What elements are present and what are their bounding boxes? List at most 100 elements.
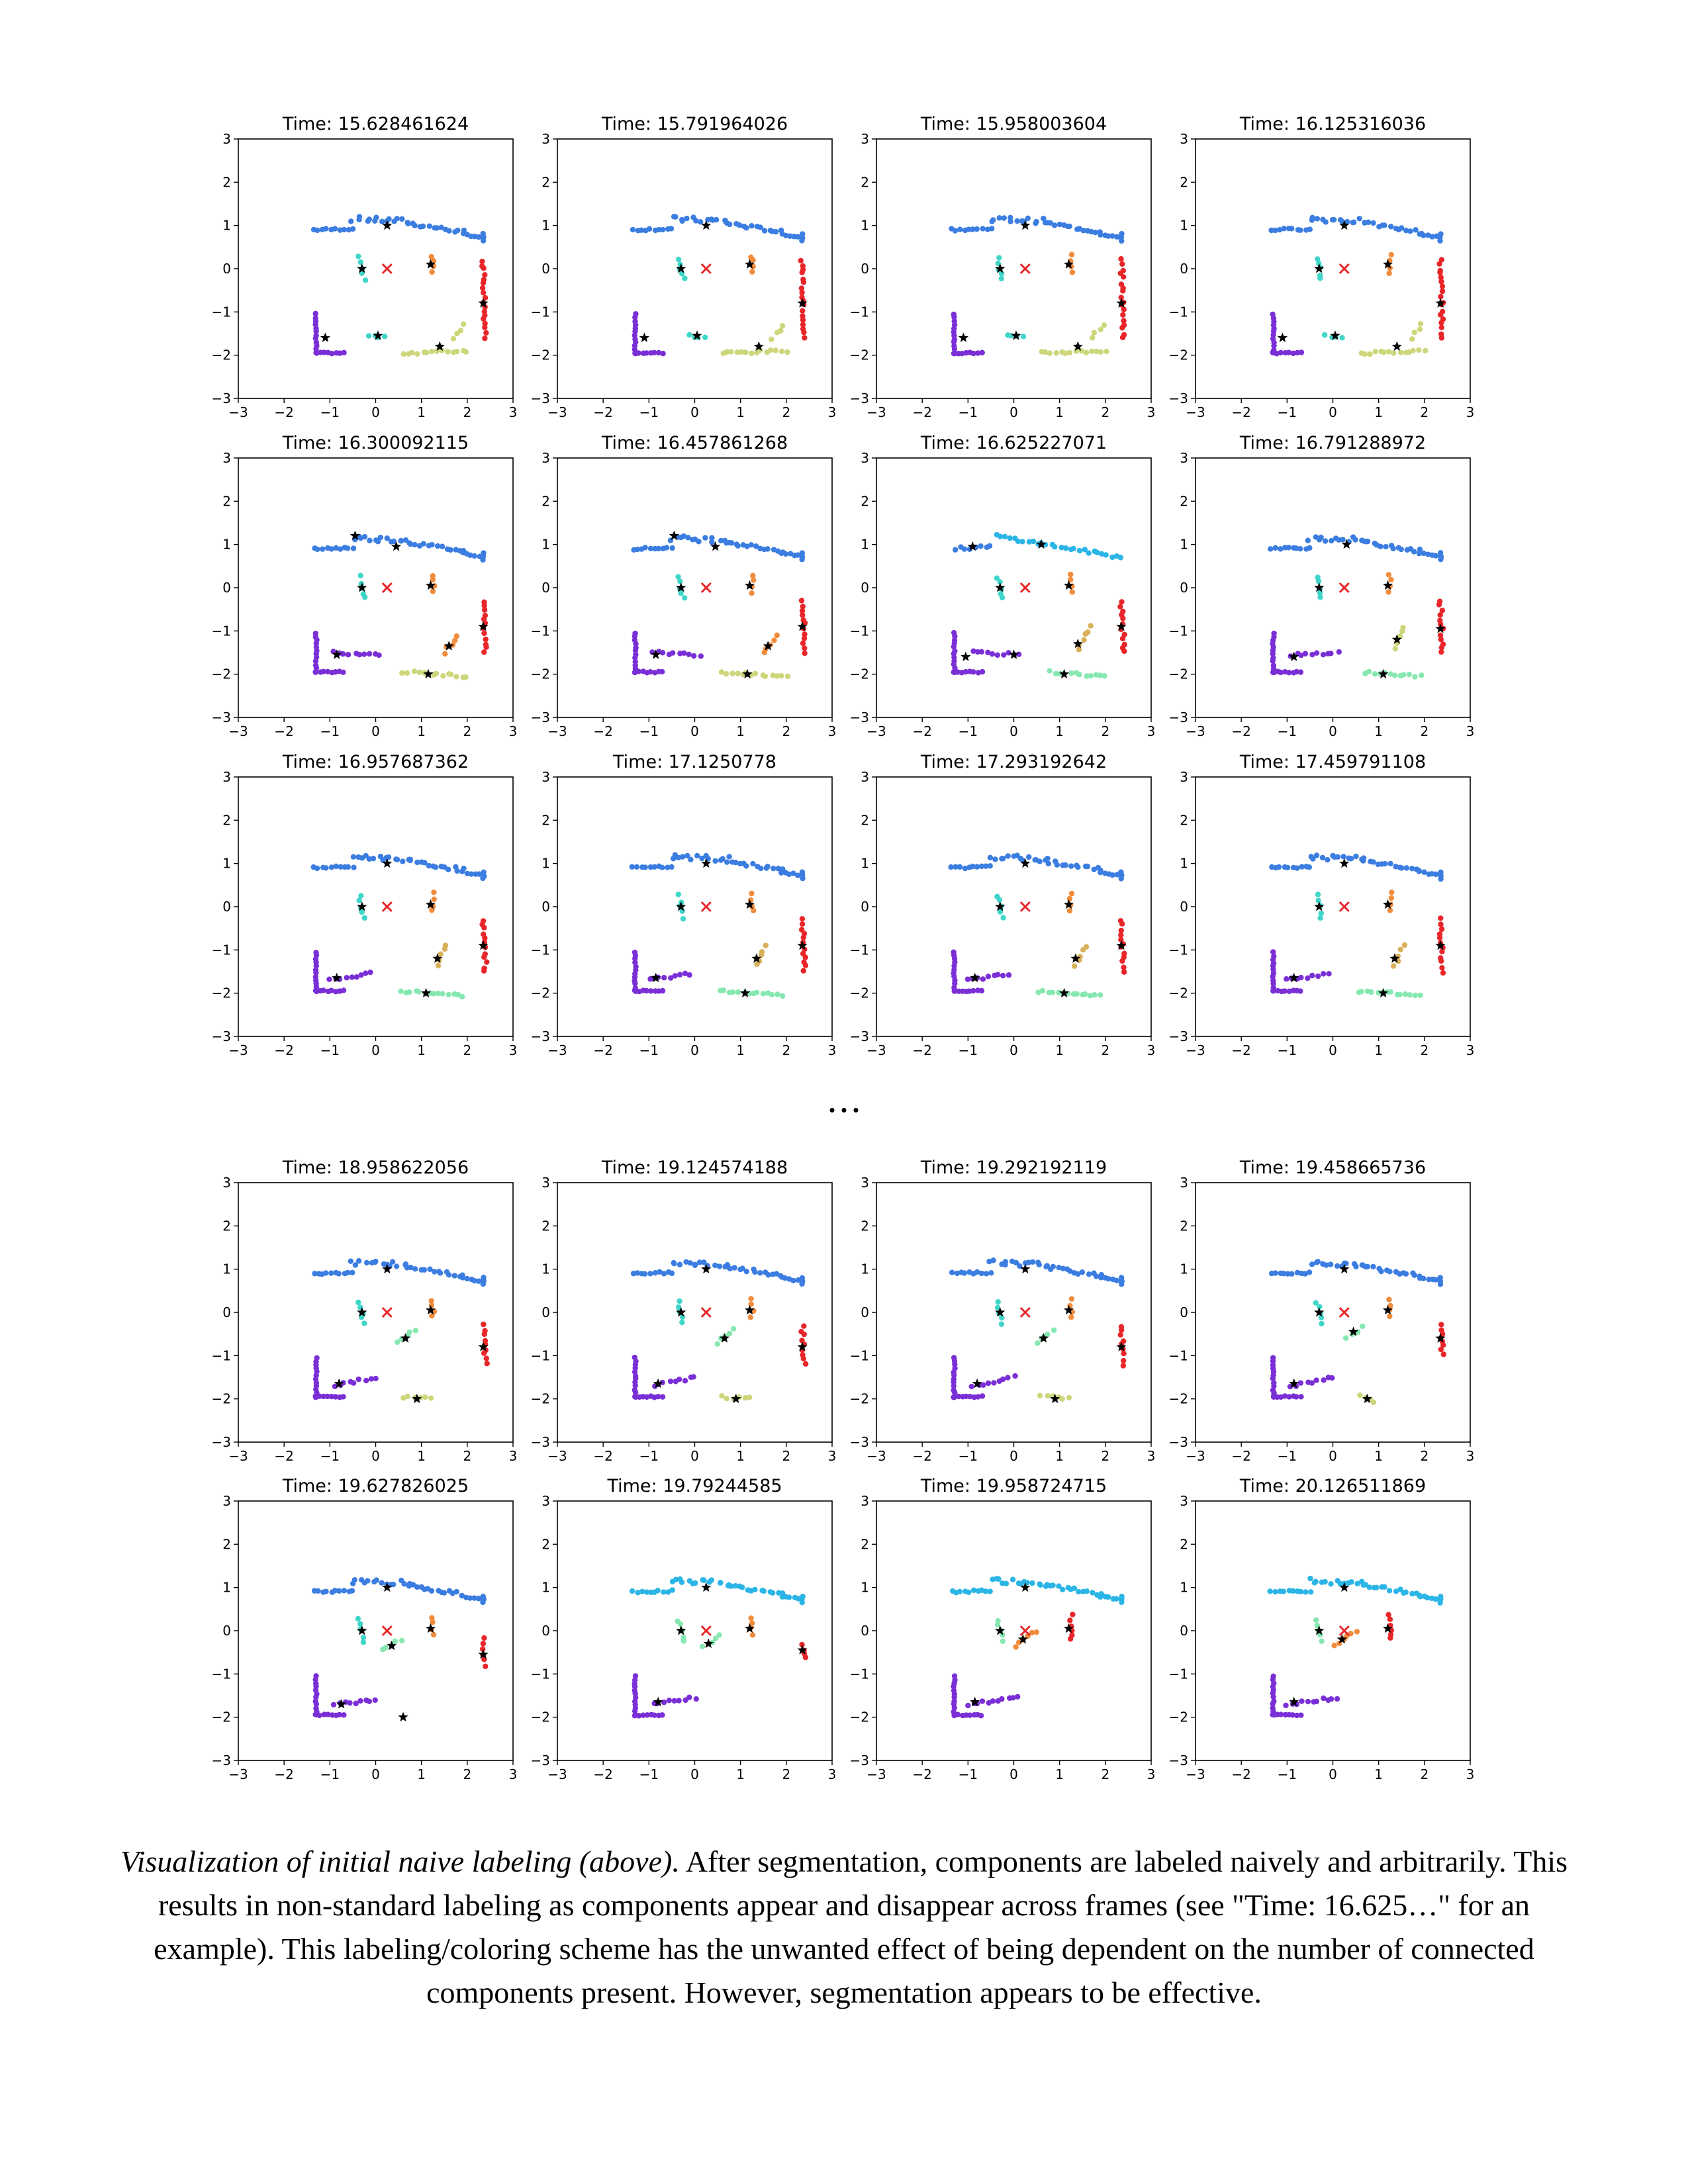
scatter-point [1286, 545, 1291, 551]
y-tick-label: 3 [222, 1493, 231, 1509]
scatter-point [1386, 1588, 1393, 1594]
scatter-point [686, 972, 692, 978]
scatter-point [483, 644, 489, 650]
scatter-point [957, 226, 963, 232]
scatter-point [1439, 288, 1446, 295]
scatter-point [647, 545, 654, 551]
scatter-point [782, 551, 789, 557]
scatter-point [651, 1712, 657, 1718]
scatter-point [1356, 216, 1362, 222]
y-tick-label: −1 [212, 1666, 231, 1682]
scatter-point [1297, 545, 1303, 552]
scatter-point [647, 668, 653, 675]
scatter-point [669, 1270, 675, 1277]
scatter-point [421, 1267, 428, 1273]
scatter-point [720, 987, 727, 993]
scatter-point [1280, 1588, 1287, 1594]
scatter-point [312, 1271, 318, 1277]
scatter-point [1008, 333, 1014, 339]
x-tick-label: 3 [828, 1448, 837, 1464]
scatter-point [441, 1590, 447, 1596]
scatter-point [1068, 890, 1075, 897]
scatter-point [1425, 232, 1431, 238]
scatter-point [1066, 895, 1073, 902]
scatter-point [1358, 988, 1364, 995]
scatter-point [998, 271, 1005, 277]
scatter-point [673, 214, 679, 220]
scatter-point [402, 537, 409, 543]
scatter-point [1380, 349, 1387, 355]
scatter-point [440, 991, 445, 997]
scatter-point [999, 594, 1006, 601]
y-tick-label: −1 [1169, 304, 1188, 320]
scatter-point [675, 854, 681, 861]
scatter-point [315, 1588, 321, 1594]
scatter-point [1297, 1588, 1304, 1595]
panel-title: Time: 17.293192642 [920, 752, 1107, 772]
scatter-point [759, 949, 765, 955]
scatter-point [337, 350, 343, 356]
centroid-star [1341, 539, 1352, 549]
x-tick-label: 0 [1009, 404, 1018, 420]
scatter-point [394, 216, 400, 222]
scatter-point [634, 1270, 641, 1276]
x-tick-label: −2 [1231, 404, 1250, 420]
scatter-point [800, 1355, 807, 1362]
centroid-star [1116, 1342, 1127, 1351]
scatter-point [366, 1698, 373, 1705]
scatter-point [786, 871, 792, 878]
x-tick-label: 3 [1147, 404, 1156, 420]
scatter-point [1389, 889, 1395, 895]
scatter-point [428, 1588, 435, 1594]
y-tick-label: 3 [222, 450, 231, 466]
scatter-point [1299, 1698, 1305, 1704]
scatter-point [479, 258, 485, 265]
centroid-star [753, 341, 764, 351]
y-tick-label: 0 [541, 899, 550, 915]
scatter-point [1089, 335, 1096, 341]
origin-marker [1019, 1625, 1031, 1637]
scatter-point [1370, 859, 1376, 865]
y-tick-label: 0 [541, 261, 550, 277]
x-tick-label: −3 [867, 723, 886, 739]
origin-marker [700, 1306, 712, 1318]
scatter-point [779, 323, 786, 329]
scatter-point [428, 1298, 434, 1304]
scatter-point [1081, 637, 1087, 643]
scatter-point [1360, 858, 1366, 864]
centroid-star [797, 1342, 808, 1351]
scatter-point [1344, 218, 1350, 225]
y-tick-label: 1 [861, 537, 869, 553]
scatter-point [1058, 545, 1064, 551]
caption-body: After segmentation, components are label… [154, 1844, 1568, 2009]
scatter-point [1403, 1271, 1409, 1277]
scatter-point [429, 907, 435, 913]
panel-title: Time: 16.125316036 [1239, 114, 1426, 134]
scatter-point [975, 1394, 981, 1400]
scatter-point [990, 217, 996, 223]
scatter-point [679, 1319, 685, 1326]
x-tick-label: −1 [320, 404, 340, 420]
scatter-point [799, 289, 805, 296]
centroid-star [478, 940, 489, 950]
y-tick-label: 3 [1180, 769, 1188, 785]
scatter-point [655, 545, 661, 552]
y-tick-label: 3 [222, 1175, 231, 1191]
scatter-point [688, 856, 694, 862]
scatter-point [320, 546, 326, 552]
scatter-point [742, 1394, 749, 1401]
scatter-point [336, 1588, 342, 1594]
scatter-point [399, 1637, 405, 1644]
scatter-point [1378, 543, 1383, 549]
scatter-point [1393, 864, 1399, 870]
scatter-point [1015, 1639, 1022, 1645]
scatter-point [970, 648, 976, 654]
x-tick-label: 2 [1101, 404, 1109, 420]
scatter-point [727, 1265, 733, 1272]
centroid-star [719, 1333, 730, 1343]
scatter-point [471, 553, 477, 559]
scatter-point [728, 349, 734, 355]
centroid-star [1063, 899, 1074, 909]
x-tick-label: 2 [463, 1042, 471, 1058]
